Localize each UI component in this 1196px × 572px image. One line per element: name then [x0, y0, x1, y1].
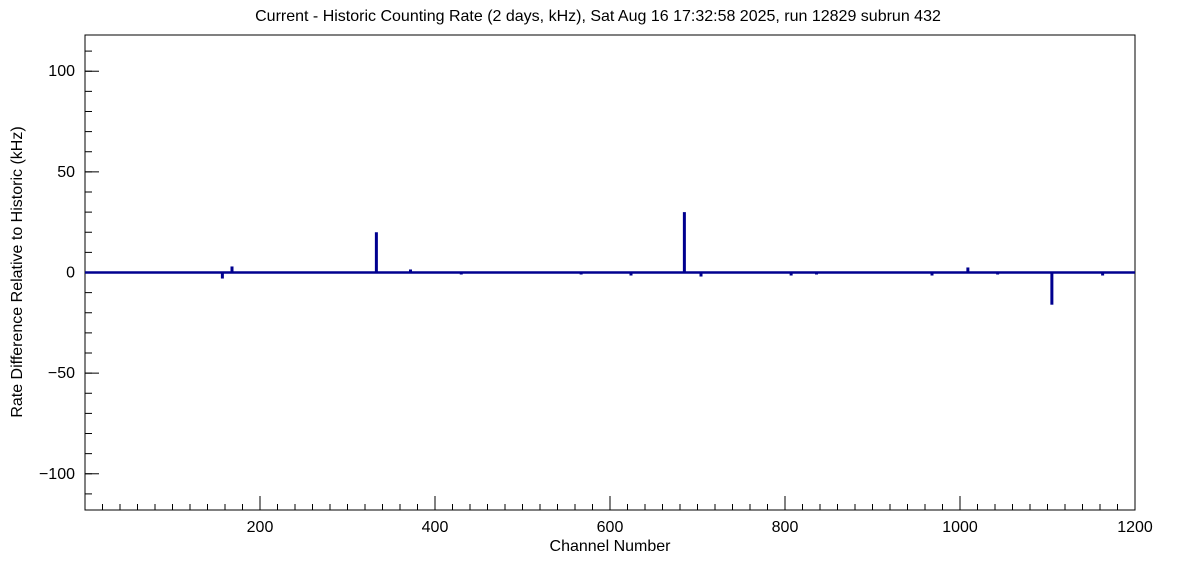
x-tick-label: 200	[247, 519, 274, 536]
x-tick-label: 800	[772, 519, 799, 536]
x-tick-label: 600	[597, 519, 624, 536]
x-tick-label: 1200	[1117, 519, 1153, 536]
y-tick-label: −100	[39, 466, 75, 483]
y-tick-label: 0	[66, 265, 75, 282]
chart-title: Current - Historic Counting Rate (2 days…	[255, 8, 941, 25]
x-tick-label: 400	[422, 519, 449, 536]
y-tick-label: 100	[48, 63, 75, 80]
y-tick-label: 50	[57, 164, 75, 181]
x-axis-title: Channel Number	[549, 538, 671, 555]
y-axis-title: Rate Difference Relative to Historic (kH…	[9, 126, 26, 418]
y-tick-label: −50	[48, 365, 75, 382]
x-tick-label: 1000	[942, 519, 978, 536]
